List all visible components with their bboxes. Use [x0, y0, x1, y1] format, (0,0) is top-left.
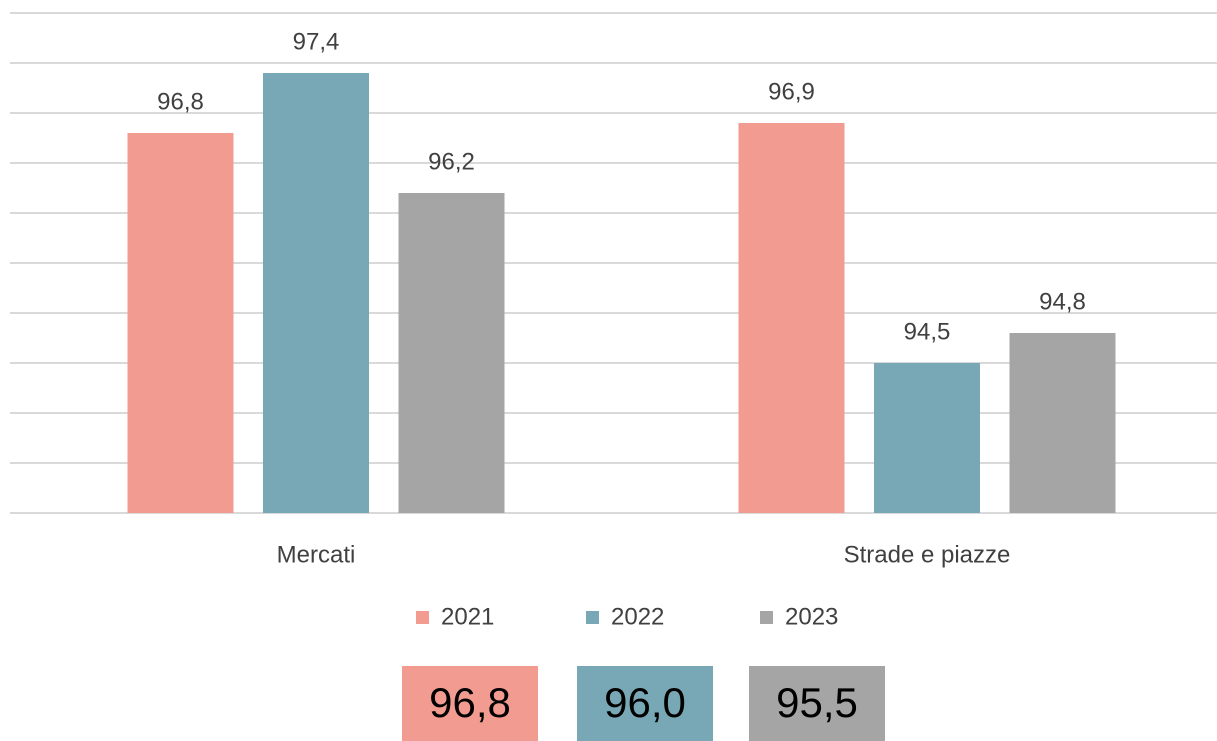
summary-label: 95,5 — [776, 679, 858, 726]
data-label: 94,8 — [1039, 288, 1086, 315]
bar — [874, 363, 980, 513]
x-tick-label: Mercati — [277, 541, 356, 568]
bar — [263, 73, 369, 513]
bar — [1009, 333, 1116, 513]
bar — [738, 123, 845, 513]
data-label: 97,4 — [293, 28, 340, 55]
summary-label: 96,8 — [429, 679, 511, 726]
summary-box — [402, 666, 538, 741]
bar — [127, 133, 234, 513]
legend-label: 2022 — [611, 603, 664, 630]
summary-label: 96,0 — [604, 679, 686, 726]
legend-swatch — [416, 611, 429, 624]
legend-swatch — [760, 611, 773, 624]
legend-label: 2023 — [785, 603, 838, 630]
data-label: 94,5 — [904, 318, 951, 345]
data-label: 96,2 — [428, 148, 475, 175]
summary-box — [749, 666, 885, 741]
x-tick-label: Strade e piazze — [844, 541, 1011, 568]
data-label: 96,8 — [157, 88, 204, 115]
summary-box — [577, 666, 713, 741]
data-label: 96,9 — [768, 78, 815, 105]
bar — [398, 193, 505, 513]
legend-label: 2021 — [441, 603, 494, 630]
legend-swatch — [586, 611, 599, 624]
